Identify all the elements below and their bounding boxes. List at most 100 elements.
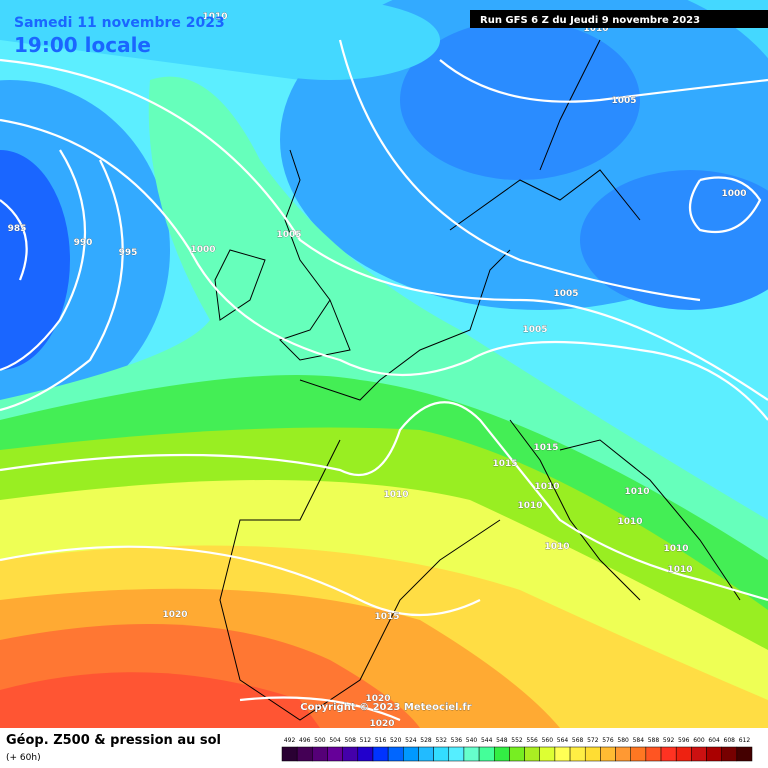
isobar-label: 1000 [721,189,746,199]
isobar [0,149,762,412]
run: Run GFS 6 Z du Jeudi 9 novembre 2023 [480,15,700,26]
isobar-label: 1010 [624,487,649,497]
scale-label: 524 [405,737,417,744]
scale-swatch [463,746,480,762]
isobar-label: 1010 [544,542,569,552]
scale-swatch [478,746,495,762]
scale-swatch [403,746,419,762]
scale-swatch [296,746,313,762]
isobar-label: 1015 [374,612,399,622]
scale-label: 540 [466,737,478,744]
date: Samedi 11 novembre 2023 [14,15,225,31]
legend-lead: (+ 60h) [6,753,41,763]
scale-label: 588 [648,737,660,744]
legend-title: Géop. Z500 & pression au sol [6,733,221,748]
scale-label: 528 [420,737,432,744]
scale-label: 512 [360,737,372,744]
color-scale: 492 496 500 504 508 512 516 520 524 528 532 536 540 5… [281,737,753,762]
scale-label: 552 [511,737,523,744]
scale-swatch [281,746,298,762]
isobar-labels: 1010 985 990 995 1000 1005 1005 1000 1005 1005 101… [7,12,746,729]
scale-swatch [706,746,722,762]
isobar-label: 1010 [583,24,608,34]
scale-label: 612 [739,737,751,744]
scale-swatch [448,746,465,762]
band [400,20,640,180]
scale-swatch [372,746,389,762]
isobar-label: 1005 [553,289,578,299]
scale-swatch [494,746,510,762]
band [0,672,320,728]
scale-label: 508 [344,737,356,744]
copyright: Copyright © 2023 Meteociel.fr [300,702,471,713]
scale-swatch [387,746,404,762]
isobar-label: 1010 [663,544,688,554]
scale-label: 568 [572,737,584,744]
isobar-label: 1015 [533,443,558,453]
scale-label: 596 [678,737,690,744]
scale-swatch [721,746,738,762]
scale-swatch [509,746,525,762]
scale-label: 500 [314,737,326,744]
band [220,0,440,80]
isobar-label: 1020 [369,719,394,729]
scale-label: 496 [299,737,311,744]
scale-label: 584 [633,737,645,744]
scale-swatch [524,746,540,762]
isobar-label: 995 [119,248,138,258]
scale-swatch [539,746,556,762]
scale-label: 548 [496,737,508,744]
scale-label: 600 [693,737,705,744]
isobar-label: 1020 [162,610,187,620]
scale-label: 608 [724,737,736,744]
isobar-label: 1010 [517,501,542,511]
isobar [0,401,768,602]
scale-label: 516 [375,737,387,744]
isobar-label: 1010 [202,12,227,22]
isobar-label: 1020 [365,694,390,704]
scale-label: 576 [602,737,614,744]
scale-swatch [691,746,707,762]
scale-label: 560 [542,737,554,744]
scale-swatch [357,746,374,762]
band [580,170,768,310]
scale-label: 536 [451,737,463,744]
isobar-label: 1010 [383,490,408,500]
isobar [0,58,768,401]
isobar [0,118,768,421]
scale-swatch [418,746,434,762]
isobar [0,545,481,722]
isobar-label: 1010 [617,517,642,527]
scale-label: 604 [708,737,720,744]
scale-swatch [312,746,328,762]
scale-label: 592 [663,737,675,744]
scale-swatch [645,746,662,762]
scale-swatch [554,746,571,762]
scale-swatch [675,746,692,762]
scale-swatch [615,746,631,762]
isobar-label: 1000 [190,245,215,255]
scale-swatch [600,746,616,762]
time: 19:00 locale [14,33,151,57]
scale-label: 504 [329,737,341,744]
isobar-label: 1005 [611,96,636,106]
scale-swatch [584,746,601,762]
scale-swatch [736,746,753,762]
isobar-label: 1015 [492,459,517,469]
isobar-label: 1010 [667,565,692,575]
scale-label: 532 [435,737,447,744]
isobar-label: 985 [8,224,27,234]
band [0,150,70,370]
scale-swatch [660,746,677,762]
scale-swatch [433,746,450,762]
scale-label: 520 [390,737,402,744]
scale-label: 564 [557,737,569,744]
coastline [214,39,741,721]
scale-swatch [569,746,586,762]
isobar [338,39,768,302]
run-banner [470,10,768,28]
scale-label: 572 [587,737,599,744]
isobar-label: 1005 [276,230,301,240]
scale-label: 492 [284,737,296,744]
